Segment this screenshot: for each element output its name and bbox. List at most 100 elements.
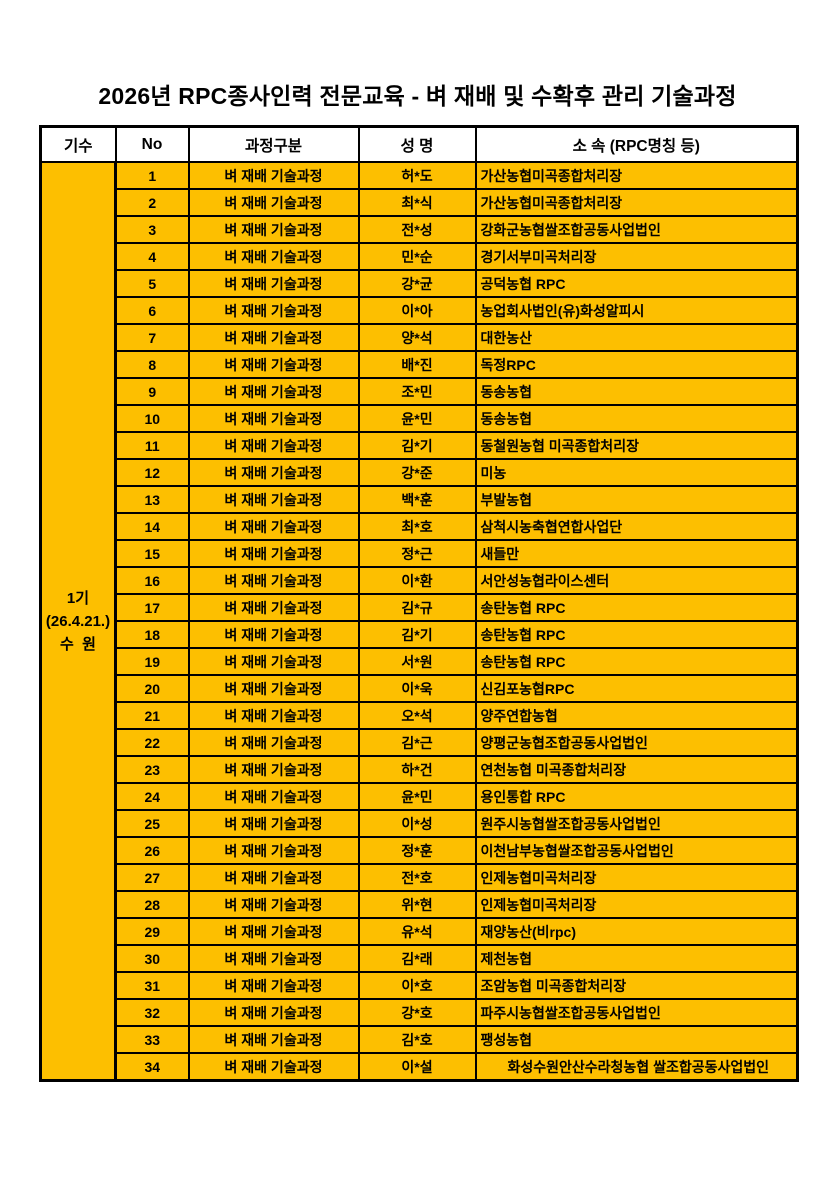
row-number-cell: 21: [114, 701, 190, 731]
course-cell: 벼 재배 기술과정: [187, 944, 360, 974]
row-number-cell: 17: [114, 593, 190, 623]
course-cell: 벼 재배 기술과정: [187, 836, 360, 866]
row-number-cell: 26: [114, 836, 190, 866]
table-row: 27 벼 재배 기술과정 전*호 인제농협미곡처리장: [41, 863, 799, 893]
trainee-name-cell: 백*훈: [357, 485, 477, 515]
trainee-name-cell: 윤*민: [357, 782, 477, 812]
row-number-cell: 28: [114, 890, 190, 920]
row-number-cell: 12: [114, 458, 190, 488]
affiliation-cell: 가산농협미곡종합처리장: [474, 188, 799, 218]
course-cell: 벼 재배 기술과정: [187, 863, 360, 893]
affiliation-cell: 팽성농협: [474, 1025, 799, 1055]
row-number-cell: 32: [114, 998, 190, 1028]
trainee-name-cell: 하*건: [357, 755, 477, 785]
table-row: 12 벼 재배 기술과정 강*준 미농: [41, 458, 799, 488]
affiliation-cell: 동철원농협 미곡종합처리장: [474, 431, 799, 461]
table-row: 29 벼 재배 기술과정 유*석 재양농산(비rpc): [41, 917, 799, 947]
row-number-cell: 16: [114, 566, 190, 596]
trainee-name-cell: 김*래: [357, 944, 477, 974]
row-number-cell: 27: [114, 863, 190, 893]
course-cell: 벼 재배 기술과정: [187, 188, 360, 218]
affiliation-cell: 조암농협 미곡종합처리장: [474, 971, 799, 1001]
row-number-cell: 9: [114, 377, 190, 407]
affiliation-cell: 가산농협미곡종합처리장: [474, 161, 799, 191]
trainee-name-cell: 이*욱: [357, 674, 477, 704]
row-number-cell: 18: [114, 620, 190, 650]
trainee-name-cell: 강*균: [357, 269, 477, 299]
course-cell: 벼 재배 기술과정: [187, 674, 360, 704]
table-row: 26 벼 재배 기술과정 정*훈 이천남부농협쌀조합공동사업법인: [41, 836, 799, 866]
trainee-name-cell: 이*아: [357, 296, 477, 326]
trainee-name-cell: 전*호: [357, 863, 477, 893]
trainee-name-cell: 김*호: [357, 1025, 477, 1055]
affiliation-cell: 독정RPC: [474, 350, 799, 380]
course-cell: 벼 재배 기술과정: [187, 620, 360, 650]
cohort-line: (26.4.21.): [45, 612, 111, 630]
row-number-cell: 20: [114, 674, 190, 704]
row-number-cell: 14: [114, 512, 190, 542]
course-cell: 벼 재배 기술과정: [187, 971, 360, 1001]
trainee-name-cell: 김*규: [357, 593, 477, 623]
row-number-cell: 15: [114, 539, 190, 569]
row-number-cell: 11: [114, 431, 190, 461]
affiliation-cell: 인제농협미곡처리장: [474, 890, 799, 920]
course-cell: 벼 재배 기술과정: [187, 566, 360, 596]
affiliation-cell: 새들만: [474, 539, 799, 569]
course-cell: 벼 재배 기술과정: [187, 161, 360, 191]
trainee-name-cell: 배*진: [357, 350, 477, 380]
trainee-name-cell: 양*석: [357, 323, 477, 353]
trainee-name-cell: 서*원: [357, 647, 477, 677]
table-row: 28 벼 재배 기술과정 위*현 인제농협미곡처리장: [41, 890, 799, 920]
course-cell: 벼 재배 기술과정: [187, 539, 360, 569]
row-number-cell: 8: [114, 350, 190, 380]
table-row: 21 벼 재배 기술과정 오*석 양주연합농협: [41, 701, 799, 731]
table-row: 23 벼 재배 기술과정 하*건 연천농협 미곡종합처리장: [41, 755, 799, 785]
course-cell: 벼 재배 기술과정: [187, 1025, 360, 1055]
table-row: 13 벼 재배 기술과정 백*훈 부발농협: [41, 485, 799, 515]
header-course: 과정구분: [187, 125, 360, 164]
course-cell: 벼 재배 기술과정: [187, 728, 360, 758]
course-cell: 벼 재배 기술과정: [187, 890, 360, 920]
affiliation-cell: 원주시농협쌀조합공동사업법인: [474, 809, 799, 839]
affiliation-cell: 동송농협: [474, 404, 799, 434]
course-cell: 벼 재배 기술과정: [187, 485, 360, 515]
trainee-name-cell: 김*근: [357, 728, 477, 758]
row-number-cell: 29: [114, 917, 190, 947]
affiliation-cell: 양주연합농협: [474, 701, 799, 731]
course-cell: 벼 재배 기술과정: [187, 593, 360, 623]
course-cell: 벼 재배 기술과정: [187, 701, 360, 731]
row-number-cell: 34: [114, 1052, 190, 1082]
table-row: 14 벼 재배 기술과정 최*호 삼척시농축협연합사업단: [41, 512, 799, 542]
header-row: 기수 No 과정구분 성 명 소 속 (RPC명칭 등): [39, 125, 799, 164]
trainee-name-cell: 정*근: [357, 539, 477, 569]
course-cell: 벼 재배 기술과정: [187, 242, 360, 272]
trainee-name-cell: 위*현: [357, 890, 477, 920]
course-cell: 벼 재배 기술과정: [187, 458, 360, 488]
affiliation-cell: 송탄농협 RPC: [474, 620, 799, 650]
course-cell: 벼 재배 기술과정: [187, 647, 360, 677]
row-number-cell: 30: [114, 944, 190, 974]
course-cell: 벼 재배 기술과정: [187, 269, 360, 299]
affiliation-cell: 신김포농협RPC: [474, 674, 799, 704]
table-row: 34 벼 재배 기술과정 이*설 화성수원안산수라청농협 쌀조합공동사업법인: [41, 1052, 799, 1082]
table-row: 31 벼 재배 기술과정 이*호 조암농협 미곡종합처리장: [41, 971, 799, 1001]
affiliation-cell: 삼척시농축협연합사업단: [474, 512, 799, 542]
trainee-name-cell: 강*호: [357, 998, 477, 1028]
page-title: 2026년 RPC종사인력 전문교육 - 벼 재배 및 수확후 관리 기술과정: [98, 83, 737, 109]
header-no: No: [114, 125, 190, 164]
course-cell: 벼 재배 기술과정: [187, 323, 360, 353]
table-row: 30 벼 재배 기술과정 김*래 제천농협: [41, 944, 799, 974]
affiliation-cell: 파주시농협쌀조합공동사업법인: [474, 998, 799, 1028]
course-cell: 벼 재배 기술과정: [187, 431, 360, 461]
cohort-line: 1기: [66, 589, 90, 607]
row-number-cell: 1: [114, 161, 190, 191]
affiliation-cell: 송탄농협 RPC: [474, 647, 799, 677]
affiliation-cell: 제천농협: [474, 944, 799, 974]
row-number-cell: 5: [114, 269, 190, 299]
course-cell: 벼 재배 기술과정: [187, 917, 360, 947]
